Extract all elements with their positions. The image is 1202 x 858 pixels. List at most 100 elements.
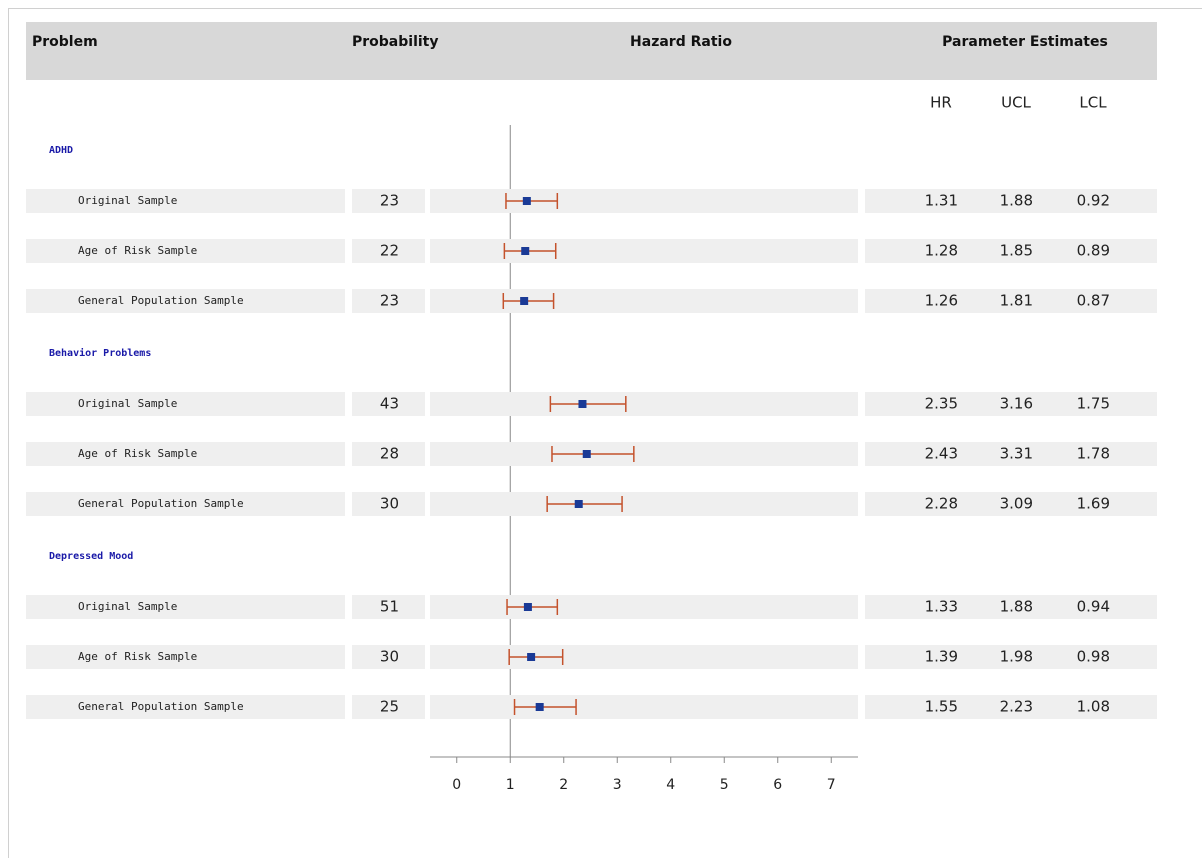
column-header: Hazard Ratio xyxy=(630,34,732,50)
border xyxy=(8,8,1202,858)
column-header: Probability xyxy=(352,34,439,50)
row-band xyxy=(352,442,425,466)
row-band xyxy=(26,645,345,669)
row-label: Original Sample xyxy=(78,194,177,207)
row-band xyxy=(865,645,1157,669)
lcl-value: 1.08 xyxy=(1077,698,1110,716)
row-band xyxy=(430,239,858,263)
row-band xyxy=(865,492,1157,516)
probability: 23 xyxy=(380,192,399,210)
probability: 30 xyxy=(380,495,399,513)
x-tick-label: 7 xyxy=(827,777,836,793)
estimate-header: UCL xyxy=(1001,94,1031,112)
x-tick-label: 5 xyxy=(720,777,729,793)
x-tick-label: 0 xyxy=(452,777,461,793)
lcl-value: 1.69 xyxy=(1077,495,1110,513)
row-band xyxy=(26,492,345,516)
row-band xyxy=(430,392,858,416)
hr-marker xyxy=(521,247,530,255)
row-band xyxy=(26,695,345,719)
row-band xyxy=(26,595,345,619)
hr-marker xyxy=(527,653,536,661)
row-band xyxy=(352,189,425,213)
lcl-value: 0.98 xyxy=(1077,648,1110,666)
row-band xyxy=(865,595,1157,619)
hr-value: 1.39 xyxy=(925,648,958,666)
group-label: Depressed Mood xyxy=(49,551,133,562)
row-label: Original Sample xyxy=(78,397,177,410)
header-band xyxy=(26,22,1157,80)
column-header: Parameter Estimates xyxy=(942,34,1108,50)
probability: 43 xyxy=(380,395,399,413)
row-band xyxy=(26,392,345,416)
row-band xyxy=(430,442,858,466)
probability: 25 xyxy=(380,698,399,716)
ucl-value: 2.23 xyxy=(1000,698,1033,716)
row-band xyxy=(352,492,425,516)
probability: 22 xyxy=(380,242,399,260)
x-tick-label: 4 xyxy=(666,777,675,793)
ucl-value: 1.88 xyxy=(1000,192,1033,210)
column-header: Problem xyxy=(32,34,98,50)
row-band xyxy=(352,392,425,416)
row-band xyxy=(352,645,425,669)
row-band xyxy=(865,392,1157,416)
row-band xyxy=(352,289,425,313)
lcl-value: 0.87 xyxy=(1077,292,1110,310)
hr-value: 1.55 xyxy=(925,698,958,716)
row-band xyxy=(430,492,858,516)
hr-marker xyxy=(520,297,529,305)
row-label: General Population Sample xyxy=(78,294,244,307)
row-band xyxy=(430,289,858,313)
row-band xyxy=(430,595,858,619)
row-band xyxy=(352,695,425,719)
probability: 30 xyxy=(380,648,399,666)
hr-marker xyxy=(578,400,587,408)
row-band xyxy=(865,695,1157,719)
hr-value: 2.28 xyxy=(925,495,958,513)
row-band xyxy=(865,189,1157,213)
lcl-value: 1.75 xyxy=(1077,395,1110,413)
hr-value: 2.43 xyxy=(925,445,958,463)
lcl-value: 0.92 xyxy=(1077,192,1110,210)
estimate-header: HR xyxy=(930,94,952,112)
hr-marker xyxy=(535,703,544,711)
ucl-value: 3.31 xyxy=(1000,445,1033,463)
hr-marker xyxy=(523,603,532,611)
row-label: Age of Risk Sample xyxy=(78,650,197,663)
hr-value: 1.31 xyxy=(925,192,958,210)
probability: 23 xyxy=(380,292,399,310)
row-band xyxy=(430,189,858,213)
row-band xyxy=(352,595,425,619)
hr-value: 1.33 xyxy=(925,598,958,616)
row-band xyxy=(865,289,1157,313)
row-label: General Population Sample xyxy=(78,497,244,510)
hr-value: 1.28 xyxy=(925,242,958,260)
x-tick-label: 3 xyxy=(613,777,622,793)
row-band xyxy=(26,289,345,313)
hr-marker xyxy=(522,197,531,205)
row-label: General Population Sample xyxy=(78,700,244,713)
row-label: Age of Risk Sample xyxy=(78,447,197,460)
ucl-value: 3.16 xyxy=(1000,395,1033,413)
lcl-value: 0.94 xyxy=(1077,598,1110,616)
estimate-header: LCL xyxy=(1079,94,1107,112)
x-tick-label: 1 xyxy=(506,777,515,793)
lcl-value: 1.78 xyxy=(1077,445,1110,463)
row-band xyxy=(865,239,1157,263)
probability: 51 xyxy=(380,598,399,616)
row-band xyxy=(430,645,858,669)
row-band xyxy=(26,189,345,213)
ucl-value: 1.81 xyxy=(1000,292,1033,310)
row-band xyxy=(352,239,425,263)
ucl-value: 1.88 xyxy=(1000,598,1033,616)
hr-marker xyxy=(582,450,591,458)
group-label: Behavior Problems xyxy=(49,347,151,359)
hr-value: 1.26 xyxy=(925,292,958,310)
row-band xyxy=(430,695,858,719)
ucl-value: 1.98 xyxy=(1000,648,1033,666)
row-label: Original Sample xyxy=(78,600,177,613)
x-tick-label: 6 xyxy=(773,777,782,793)
lcl-value: 0.89 xyxy=(1077,242,1110,260)
